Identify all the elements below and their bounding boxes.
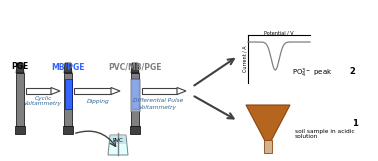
Text: 1: 1 [352,118,358,128]
Bar [63,126,73,134]
Bar [64,73,72,128]
Bar [131,73,139,128]
Text: Current / A: Current / A [243,46,248,72]
Bar [15,126,25,134]
Bar [264,140,272,153]
Text: PVC: PVC [113,138,123,143]
Text: Dipping: Dipping [87,99,109,104]
Text: Potential / V: Potential / V [264,30,294,35]
Bar [132,79,138,109]
Bar [130,79,140,111]
Bar [16,73,24,128]
Text: 2: 2 [349,66,355,76]
Text: MB/PGE: MB/PGE [51,62,85,71]
Polygon shape [131,63,139,73]
Polygon shape [111,87,120,95]
Bar [74,88,111,94]
Text: PGE: PGE [11,62,29,71]
Bar [26,88,51,94]
Text: PVC/MB/PGE: PVC/MB/PGE [108,62,162,71]
Text: PO$_4^{3-}$ peak: PO$_4^{3-}$ peak [292,66,333,80]
Bar [142,88,177,94]
Bar [130,126,140,134]
Bar [132,79,138,109]
Polygon shape [246,105,290,141]
Polygon shape [110,135,126,144]
Polygon shape [64,63,72,73]
Text: Differential Pulse
Voltammetry: Differential Pulse Voltammetry [133,98,183,110]
Bar [65,79,71,109]
Polygon shape [108,135,128,155]
Text: soil sample in acidic
solution: soil sample in acidic solution [295,129,355,139]
Polygon shape [177,87,186,95]
Polygon shape [51,87,60,95]
Polygon shape [16,63,24,73]
Text: Cyclic
Voltammetry: Cyclic Voltammetry [24,96,62,106]
